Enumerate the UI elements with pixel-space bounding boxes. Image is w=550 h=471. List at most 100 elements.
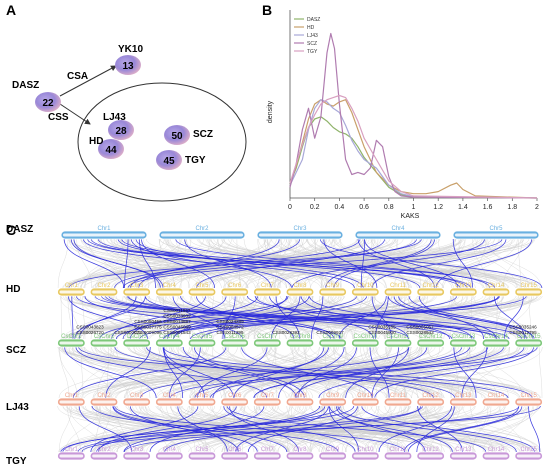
node-tgy[interactable]: 45 (156, 150, 182, 170)
chromosome-lj43-chr7[interactable]: Chr7 (253, 393, 282, 407)
chromosome-scz-cschr5[interactable]: CsChr5 (187, 334, 217, 348)
chromosome-dasz-chr4[interactable]: Chr4 (354, 226, 442, 240)
chromosome-scz-cschr10[interactable]: CsChr10 (351, 334, 380, 348)
node-hd[interactable]: 44 (98, 139, 124, 159)
chromosome-label: Chr1 (65, 447, 79, 453)
chromosome-label: Chr2 (195, 226, 209, 232)
node-yk10[interactable]: 13 (115, 55, 141, 75)
legend-label: TGY (307, 49, 318, 55)
edge-csa-arrow (59, 65, 117, 97)
chromosome-scz-cschr2[interactable]: CsChr2 (89, 334, 119, 348)
chromosome-lj43-chr1[interactable]: Chr1 (57, 393, 86, 407)
chromosome-lj43-chr13[interactable]: Chr13 (449, 393, 478, 407)
gene-label: CSS0011299 (217, 330, 244, 335)
chromosome-lj43-chr8[interactable]: Chr8 (285, 393, 315, 407)
chromosome-hd-chr3[interactable]: Chr3 (122, 283, 151, 297)
chromosome-hd-chr8[interactable]: Chr8 (285, 283, 315, 297)
chromosome-scz-cschr13[interactable]: CsChr13 (449, 334, 478, 348)
chromosome-dasz-chr2[interactable]: Chr2 (158, 226, 246, 240)
chromosome-label: Chr3 (130, 283, 144, 289)
node-scz[interactable]: 50 (164, 125, 190, 145)
chromosome-tgy-chr6[interactable]: Chr6 (220, 447, 249, 461)
chromosome-tgy-chr10[interactable]: Chr10 (351, 447, 380, 461)
synteny-highlight-links (60, 238, 543, 453)
x-tick-label: 1.6 (483, 204, 493, 211)
chromosome-scz-cschr11[interactable]: CsChr11 (383, 334, 413, 348)
chromosome-dasz-chr3[interactable]: Chr3 (256, 226, 344, 240)
chromosome-lj43-chr4[interactable]: Chr4 (155, 393, 184, 407)
chromosome-lj43-chr6[interactable]: Chr6 (220, 393, 249, 407)
chromosome-label: CsChr15 (517, 334, 541, 340)
chromosome-scz-cschr15[interactable]: CsChr15 (514, 334, 543, 348)
chromosome-label: Chr12 (422, 283, 439, 289)
chromosome-hd-chr14[interactable]: Chr14 (481, 283, 511, 297)
chromosome-scz-cschr9[interactable]: CsChr9 (318, 334, 347, 348)
chromosome-label: Chr12 (422, 393, 439, 399)
chromosome-dasz-chr5[interactable]: Chr5 (452, 226, 540, 240)
x-tick-label: 2 (535, 204, 539, 211)
chromosome-hd-chr10[interactable]: Chr10 (351, 283, 380, 297)
chromosome-label: CsChr3 (126, 334, 147, 340)
chromosome-hd-chr2[interactable]: Chr2 (89, 283, 119, 297)
network-diagram: 22 13 28 50 44 45 (35, 55, 247, 202)
chromosome-label: Chr13 (455, 447, 472, 453)
chromosome-tgy-chr11[interactable]: Chr11 (383, 447, 413, 461)
chromosome-tgy-chr8[interactable]: Chr8 (285, 447, 315, 461)
chromosome-scz-cschr7[interactable]: CsChr7 (253, 334, 282, 348)
chromosome-hd-chr6[interactable]: Chr6 (220, 283, 249, 297)
chromosome-tgy-chr2[interactable]: Chr2 (89, 447, 119, 461)
chromosome-lj43-chr2[interactable]: Chr2 (89, 393, 119, 407)
chromosome-label: CsChr5 (192, 334, 213, 340)
chromosome-label: CsChr1 (61, 334, 82, 340)
chromosome-scz-cschr6[interactable]: CsChr6 (220, 334, 249, 348)
chromosome-tgy-chr3[interactable]: Chr3 (122, 447, 151, 461)
chromosome-tgy-chr13[interactable]: Chr13 (449, 447, 478, 461)
chromosome-lj43-chr14[interactable]: Chr14 (481, 393, 511, 407)
chromosome-lj43-chr15[interactable]: Chr15 (514, 393, 543, 407)
chromosome-hd-chr11[interactable]: Chr11 (383, 283, 413, 297)
chromosome-lj43-chr9[interactable]: Chr9 (318, 393, 347, 407)
chromosome-tgy-chr12[interactable]: Chr12 (416, 447, 445, 461)
series-line-scz (289, 32, 538, 199)
gene-label: CSS0000072 (114, 330, 142, 335)
chromosome-hd-chr1[interactable]: Chr1 (57, 283, 86, 297)
chromosome-hd-chr5[interactable]: Chr5 (187, 283, 217, 297)
chromosome-lj43-chr12[interactable]: Chr12 (416, 393, 445, 407)
chromosome-lj43-chr3[interactable]: Chr3 (122, 393, 151, 407)
chromosome-lj43-chr5[interactable]: Chr5 (187, 393, 217, 407)
chromosome-scz-cschr1[interactable]: CsChr1 (57, 334, 86, 348)
chromosome-label: Chr9 (326, 393, 340, 399)
chromosome-hd-chr7[interactable]: Chr7 (253, 283, 282, 297)
chromosome-label: Chr10 (357, 447, 374, 453)
node-lj43[interactable]: 28 (108, 120, 134, 140)
chromosome-scz-cschr4[interactable]: CsChr4 (155, 334, 184, 348)
chromosome-lj43-chr10[interactable]: Chr10 (351, 393, 380, 407)
chromosome-hd-chr13[interactable]: Chr13 (449, 283, 478, 297)
chromosome-label: Chr2 (97, 393, 111, 399)
chromosome-hd-chr15[interactable]: Chr15 (514, 283, 543, 297)
legend-label: HD (307, 25, 315, 31)
chromosome-dasz-chr1[interactable]: Chr1 (60, 226, 148, 240)
chromosome-tgy-chr5[interactable]: Chr5 (187, 447, 217, 461)
chromosome-label: Chr1 (97, 226, 111, 232)
genome-label-dasz: DASZ (6, 224, 34, 235)
chromosome-lj43-chr11[interactable]: Chr11 (383, 393, 413, 407)
chromosome-hd-chr4[interactable]: Chr4 (155, 283, 184, 297)
chromosome-hd-chr12[interactable]: Chr12 (416, 283, 445, 297)
chromosome-hd-chr9[interactable]: Chr9 (318, 283, 347, 297)
chromosome-tgy-chr9[interactable]: Chr9 (318, 447, 347, 461)
chromosome-tgy-chr14[interactable]: Chr14 (481, 447, 511, 461)
gene-label: CSS0045900 (368, 330, 396, 335)
chromosome-scz-cschr14[interactable]: CsChr14 (481, 334, 511, 348)
node-yk10-label: YK10 (118, 44, 144, 55)
chromosome-tgy-chr7[interactable]: Chr7 (253, 447, 282, 461)
chromosome-scz-cschr12[interactable]: CsChr12 (416, 334, 445, 348)
chromosome-tgy-chr15[interactable]: Chr15 (514, 447, 543, 461)
node-dasz[interactable]: 22 (35, 92, 61, 112)
chromosome-scz-cschr8[interactable]: CsChr8 (285, 334, 315, 348)
chromosome-tgy-chr4[interactable]: Chr4 (155, 447, 184, 461)
chromosome-scz-cschr3[interactable]: CsChr3 (122, 334, 151, 348)
node-hd-label: HD (89, 136, 104, 147)
x-tick-label: 1.4 (458, 204, 468, 211)
chromosome-tgy-chr1[interactable]: Chr1 (57, 447, 86, 461)
